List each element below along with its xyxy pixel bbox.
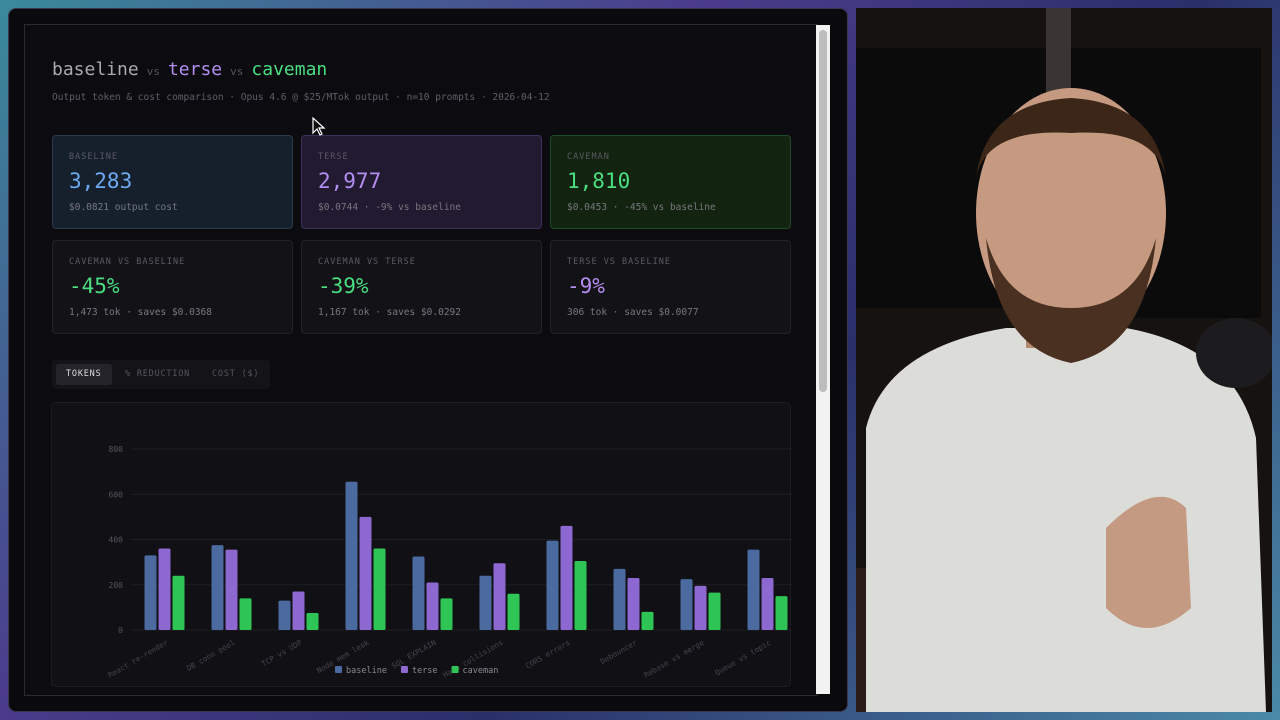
dashboard: baseline vs terse vs caveman Output token & … (24, 24, 818, 696)
bar (680, 579, 693, 630)
bar (507, 593, 520, 630)
cursor (312, 117, 326, 136)
card-value: 3,283 (69, 169, 133, 193)
card-value: -45% (69, 274, 120, 298)
subtitle: Output token & cost comparison · Opus 4.… (52, 92, 550, 103)
bar (345, 481, 358, 630)
bar (172, 575, 185, 630)
card-note: $0.0821 output cost (69, 202, 178, 213)
tab[interactable]: % REDUCTION (125, 369, 191, 379)
webcam-feed (856, 8, 1272, 712)
card-note: 1,473 tok · saves $0.0368 (69, 307, 212, 318)
tab[interactable]: COST ($) (212, 369, 260, 379)
webcam-image (856, 8, 1272, 712)
y-tick-label: 200 (109, 581, 124, 590)
legend-label: caveman (463, 666, 499, 676)
legend-label: baseline (346, 666, 387, 676)
bar (412, 556, 425, 630)
bar (440, 598, 453, 630)
card-value: 1,810 (567, 169, 631, 193)
y-tick-label: 400 (109, 536, 124, 545)
stat-card: CAVEMAN 1,810 $0.0453 · -45% vs baseline (550, 135, 791, 229)
y-tick-label: 600 (109, 490, 124, 499)
stat-card: BASELINE 3,283 $0.0821 output cost (52, 135, 293, 229)
bar (708, 592, 721, 630)
card-label: TERSE VS BASELINE (567, 257, 671, 267)
tab[interactable]: TOKENS (56, 364, 112, 385)
bar (225, 549, 238, 630)
bar (479, 575, 492, 630)
title: baseline vs terse vs caveman (52, 59, 335, 80)
legend-label: terse (412, 666, 438, 676)
bar (560, 525, 573, 630)
card-label: CAVEMAN VS BASELINE (69, 257, 186, 267)
card-label: BASELINE (69, 152, 118, 162)
stat-card: TERSE 2,977 $0.0744 · -9% vs baseline (301, 135, 542, 229)
title-part: baseline (52, 59, 139, 80)
bar (546, 540, 559, 630)
card-note: 306 tok · saves $0.0077 (567, 307, 699, 318)
card-note: 1,167 tok · saves $0.0292 (318, 307, 461, 318)
bar (306, 613, 319, 630)
y-tick-label: 800 (109, 445, 124, 454)
bar (426, 582, 439, 630)
card-label: CAVEMAN (567, 152, 610, 162)
bar (144, 555, 157, 630)
title-part: caveman (251, 59, 328, 80)
bar (574, 560, 587, 630)
bar (627, 577, 640, 630)
card-value: -39% (318, 274, 369, 298)
card-note: $0.0453 · -45% vs baseline (567, 202, 716, 213)
title-part: vs (146, 65, 160, 78)
card-note: $0.0744 · -9% vs baseline (318, 202, 461, 213)
card-value: 2,977 (318, 169, 382, 193)
bar (775, 596, 788, 630)
title-part: terse (167, 59, 223, 80)
legend-swatch (400, 666, 408, 673)
card-value: -9% (567, 274, 605, 298)
bar (211, 545, 224, 630)
bar (359, 516, 372, 630)
bar (761, 577, 774, 630)
bar (278, 600, 291, 630)
title-part: vs (230, 65, 244, 78)
bar (373, 548, 386, 630)
stat-card: CAVEMAN VS BASELINE -45% 1,473 tok · saves… (52, 240, 293, 334)
legend-swatch (335, 666, 342, 673)
bar (158, 548, 171, 630)
y-tick-label: 0 (118, 626, 123, 635)
card-label: TERSE (318, 152, 349, 162)
tab-bar: TOKENS % REDUCTION COST ($) (52, 360, 270, 389)
stat-card: TERSE VS BASELINE -9% 306 tok · saves $0.0… (550, 240, 791, 334)
stat-card: CAVEMAN VS TERSE -39% 1,167 tok · saves $0… (301, 240, 542, 334)
card-label: CAVEMAN VS TERSE (318, 257, 416, 267)
bar (747, 549, 760, 630)
bar (641, 611, 654, 630)
bar (292, 591, 305, 630)
legend-swatch (451, 666, 459, 673)
bar (493, 563, 506, 630)
bar (613, 568, 626, 630)
scroll-thumb[interactable] (819, 30, 827, 392)
bar (694, 585, 707, 630)
bar (239, 598, 252, 630)
